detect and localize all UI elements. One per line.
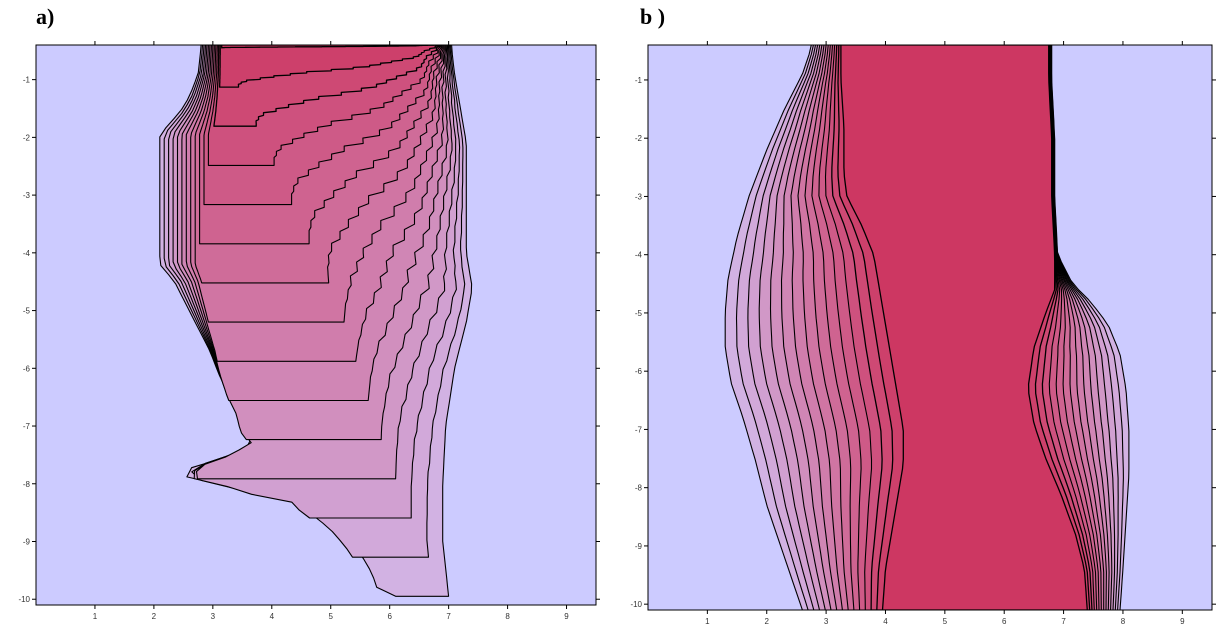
x-tick-label: 8 <box>505 612 510 621</box>
y-tick-label: -5 <box>23 307 31 316</box>
x-tick-label: 9 <box>564 612 569 621</box>
plot-frame <box>35 44 597 606</box>
x-tick-label: 1 <box>705 617 710 626</box>
y-tick-label: -1 <box>23 76 31 85</box>
x-tick-label: 4 <box>883 617 888 626</box>
x-tick-label: 3 <box>824 617 829 626</box>
y-tick-label: -10 <box>630 600 642 609</box>
chart-panel-b: 1 2 3 4 5 6 7 8 9 -1 -2 -3 -4 -5 -6 -7 -8 -9 -10 <box>630 41 1216 626</box>
y-tick-label: -8 <box>23 480 31 489</box>
x-tick-label: 8 <box>1121 617 1126 626</box>
y-tick-label: -4 <box>23 249 31 258</box>
y-tick-label: -6 <box>23 364 31 373</box>
y-tick-label: -3 <box>23 191 31 200</box>
y-tick-label: -1 <box>635 76 643 85</box>
contour-level <box>840 45 1088 610</box>
y-tick-label: -2 <box>23 133 31 142</box>
panel-a-label: a) <box>36 4 55 29</box>
y-tick-label: -2 <box>635 134 643 143</box>
x-tick-label: 1 <box>93 612 98 621</box>
y-tick-label: -10 <box>18 595 30 604</box>
x-tick-label: 6 <box>1002 617 1007 626</box>
x-tick-label: 6 <box>387 612 392 621</box>
x-tick-label: 9 <box>1180 617 1185 626</box>
y-tick-label: -3 <box>635 192 643 201</box>
plot-frame <box>647 44 1213 611</box>
y-tick-label: -6 <box>635 367 643 376</box>
y-tick-label: -9 <box>23 537 31 546</box>
x-tick-label: 3 <box>211 612 216 621</box>
contour-level <box>218 45 439 88</box>
panel-b-label: b ) <box>640 4 666 29</box>
x-tick-label: 7 <box>446 612 451 621</box>
y-tick-label: -7 <box>635 425 643 434</box>
chart-panel-a: 1 2 3 4 5 6 7 8 9 -1 -2 -3 -4 -5 -6 -7 -8 -9 -10 <box>18 41 600 621</box>
x-tick-label: 7 <box>1061 617 1066 626</box>
y-tick-label: -9 <box>635 542 643 551</box>
x-tick-label: 2 <box>152 612 157 621</box>
x-tick-label: 5 <box>329 612 334 621</box>
y-tick-label: -5 <box>635 309 643 318</box>
y-tick-label: -7 <box>23 422 31 431</box>
x-tick-label: 2 <box>765 617 770 626</box>
x-tick-label: 4 <box>270 612 275 621</box>
y-tick-label: -4 <box>635 251 643 260</box>
y-tick-label: -8 <box>635 484 643 493</box>
contour-level <box>221 45 438 49</box>
x-tick-label: 5 <box>943 617 948 626</box>
